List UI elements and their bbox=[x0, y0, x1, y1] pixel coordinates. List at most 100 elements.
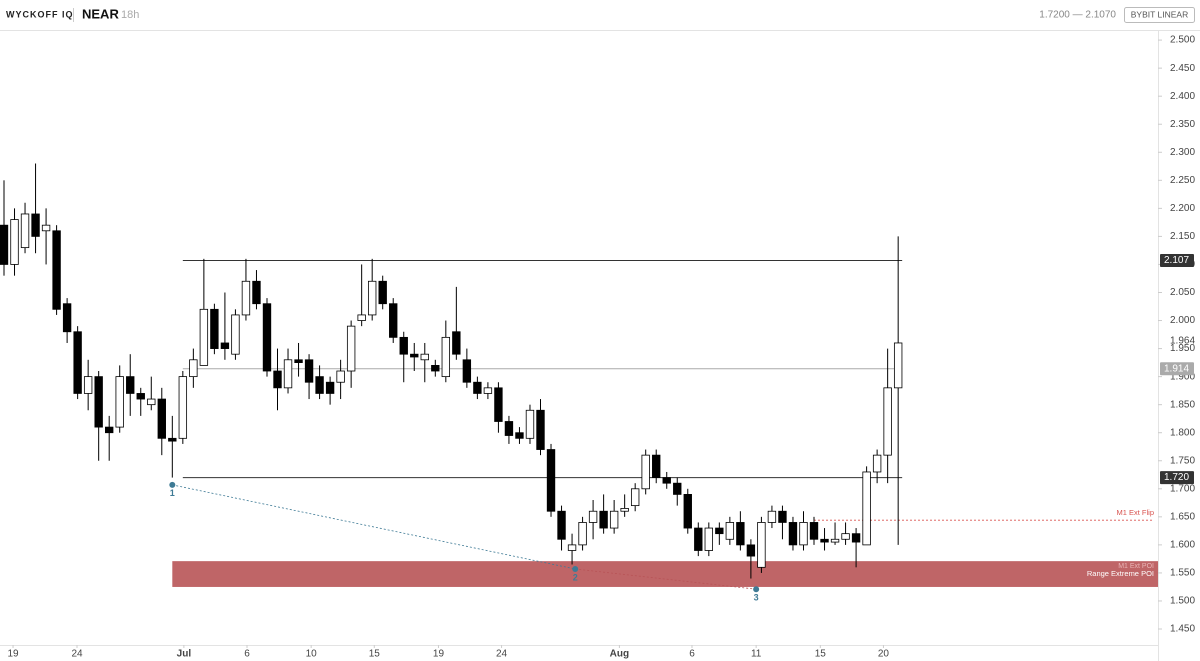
swing-point bbox=[572, 566, 579, 573]
range: 1.7200 — 2.1070 bbox=[1039, 10, 1116, 21]
y-tick-label: 2.000 bbox=[1170, 315, 1195, 326]
candle-body bbox=[62, 303, 72, 333]
candle-body bbox=[757, 522, 766, 568]
x-tick-label: 24 bbox=[71, 649, 83, 660]
candle-body bbox=[683, 494, 692, 529]
swing-label: 3 bbox=[754, 593, 759, 603]
candle-body bbox=[462, 359, 472, 383]
candle-body bbox=[788, 522, 798, 546]
candle-body bbox=[893, 342, 903, 389]
candle-body bbox=[136, 393, 145, 400]
x-tick-label: 6 bbox=[244, 649, 250, 660]
candle-body bbox=[20, 213, 30, 249]
candle-body bbox=[567, 544, 577, 551]
candle-body bbox=[262, 303, 272, 372]
flip-label: M1 Ext Flip bbox=[1116, 508, 1154, 517]
y-tick-label: 1.700 bbox=[1170, 483, 1195, 494]
candle-body bbox=[378, 280, 387, 305]
level-badge bbox=[1160, 362, 1194, 376]
y-tick-label: 2.250 bbox=[1170, 175, 1195, 186]
swing-point bbox=[753, 586, 760, 593]
x-tick-label: 11 bbox=[751, 649, 762, 660]
candle-body bbox=[778, 510, 787, 523]
candle-body bbox=[220, 342, 230, 349]
candle-body bbox=[31, 213, 40, 237]
candle-body bbox=[630, 488, 640, 507]
y-tick-label: 1.750 bbox=[1170, 455, 1195, 466]
candle-body bbox=[420, 353, 429, 361]
candle-body bbox=[883, 387, 892, 456]
candle-body bbox=[820, 538, 829, 543]
level-badge bbox=[1160, 254, 1194, 268]
candle-body bbox=[746, 544, 756, 557]
y-tick-label: 1.950 bbox=[1170, 343, 1195, 354]
candle-body bbox=[346, 325, 356, 372]
candle-body bbox=[231, 314, 240, 355]
candle-body bbox=[294, 359, 303, 363]
x-tick-label: Jul bbox=[177, 649, 192, 660]
candle-body bbox=[483, 387, 493, 394]
candle-body bbox=[210, 308, 219, 349]
x-tick-label: 10 bbox=[306, 649, 318, 660]
candle-body bbox=[115, 376, 124, 428]
candle-body bbox=[389, 303, 398, 338]
candle-body bbox=[304, 359, 314, 383]
candle-body bbox=[736, 522, 745, 546]
candle-body bbox=[851, 533, 861, 543]
candle-body bbox=[325, 381, 335, 394]
candle-body bbox=[715, 527, 724, 535]
candle-body bbox=[546, 449, 556, 512]
exchange-badge bbox=[1124, 7, 1195, 23]
candle-body bbox=[704, 527, 713, 551]
candle-body bbox=[178, 376, 188, 439]
candle-body bbox=[168, 437, 177, 442]
candle-body bbox=[441, 336, 451, 378]
candle-body bbox=[525, 409, 535, 439]
candle-body bbox=[73, 331, 82, 394]
candle-body bbox=[473, 381, 482, 394]
level-label: 2.107 bbox=[1164, 255, 1189, 266]
candle-body bbox=[862, 471, 871, 546]
swing-label: 2 bbox=[573, 572, 578, 582]
y-tick-label: 1.500 bbox=[1170, 596, 1195, 607]
level-badge bbox=[1160, 471, 1194, 485]
candle-body bbox=[0, 224, 9, 265]
candle-body bbox=[273, 370, 282, 389]
y-tick-label: 2.450 bbox=[1170, 63, 1195, 74]
swing-point bbox=[169, 481, 176, 488]
y-tick-label: 1.800 bbox=[1170, 427, 1195, 438]
candle-body bbox=[694, 527, 703, 551]
candle-body bbox=[504, 421, 514, 436]
candle-body bbox=[315, 376, 324, 394]
candle-body bbox=[841, 533, 850, 540]
y-tick-label: 1.550 bbox=[1170, 568, 1195, 579]
swing-link bbox=[172, 484, 576, 570]
candle-body bbox=[94, 376, 103, 428]
y-tick-label: 1.900 bbox=[1170, 371, 1195, 382]
x-tick-label: 6 bbox=[689, 649, 695, 660]
x-tick-label: 20 bbox=[878, 649, 890, 660]
x-tick-label: 15 bbox=[815, 649, 827, 660]
level-label: 1.720 bbox=[1164, 472, 1189, 483]
candle-body bbox=[799, 522, 808, 546]
brand: WYCKOFF IQ bbox=[6, 9, 74, 19]
interval: 18h bbox=[121, 9, 139, 21]
level-label: 1.914 bbox=[1164, 363, 1189, 374]
candle-body bbox=[52, 230, 61, 310]
x-tick-label: Aug bbox=[610, 649, 629, 660]
y-tick-label: 2.500 bbox=[1170, 35, 1195, 46]
candle-body bbox=[410, 353, 419, 358]
zone-label: M1 Ext POI bbox=[1118, 563, 1154, 570]
candle-body bbox=[494, 387, 503, 422]
y-tick-label: 2.200 bbox=[1170, 203, 1195, 214]
candle-body bbox=[725, 522, 735, 540]
x-tick-label: 15 bbox=[369, 649, 381, 660]
candle-body bbox=[41, 224, 51, 232]
exchange: BYBIT LINEAR bbox=[1131, 9, 1188, 19]
candle-body bbox=[557, 510, 566, 540]
candle-body bbox=[609, 510, 619, 529]
candle-body bbox=[189, 359, 198, 378]
y-tick-label: 2.150 bbox=[1170, 231, 1195, 242]
y-tick-label: 2.400 bbox=[1170, 91, 1195, 102]
